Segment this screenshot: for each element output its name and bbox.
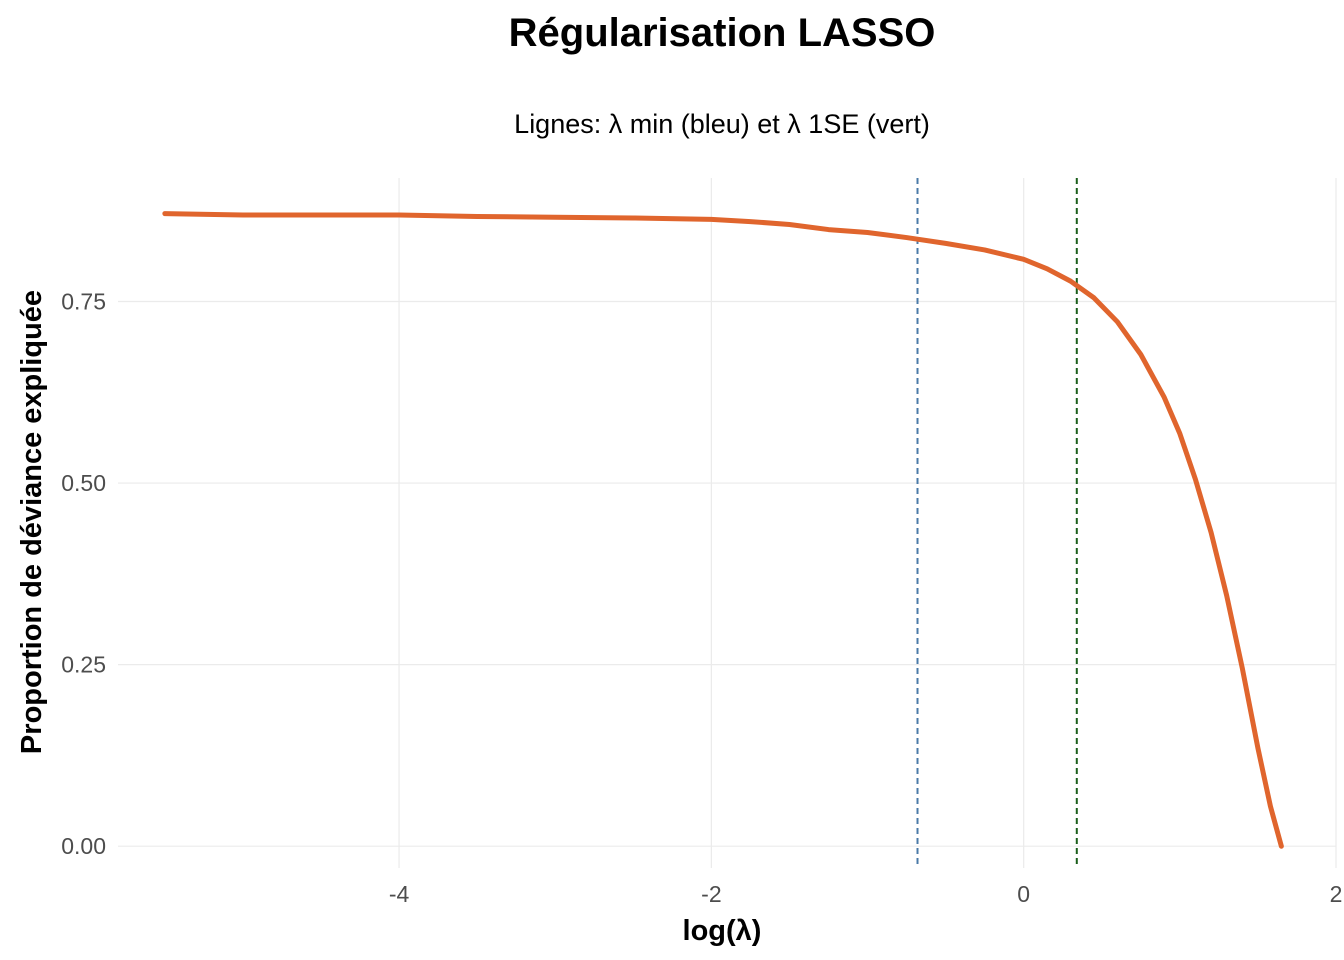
x-tick-label: -4 bbox=[389, 881, 410, 907]
y-tick-label: 0.75 bbox=[61, 288, 106, 314]
x-tick-label: -2 bbox=[701, 881, 721, 907]
y-tick-label: 0.50 bbox=[61, 470, 106, 496]
series bbox=[162, 211, 1284, 849]
deviance-curve bbox=[162, 211, 1284, 849]
y-tick-label: 0.25 bbox=[61, 652, 106, 678]
tick-labels: 0.00 0.25 0.50 0.75 -4 -2 0 2 bbox=[61, 288, 1342, 907]
x-tick-label: 0 bbox=[1017, 881, 1030, 907]
x-tick-label: 2 bbox=[1330, 881, 1343, 907]
grid bbox=[118, 178, 1337, 868]
chart-title: Régularisation LASSO bbox=[509, 11, 936, 55]
y-tick-label: 0.00 bbox=[61, 833, 106, 859]
y-axis-title: Proportion de déviance expliquée bbox=[16, 290, 48, 754]
reference-lines bbox=[916, 178, 1078, 868]
x-axis-title: log(λ) bbox=[683, 915, 762, 947]
chart-subtitle: Lignes: λ min (bleu) et λ 1SE (vert) bbox=[514, 109, 930, 139]
